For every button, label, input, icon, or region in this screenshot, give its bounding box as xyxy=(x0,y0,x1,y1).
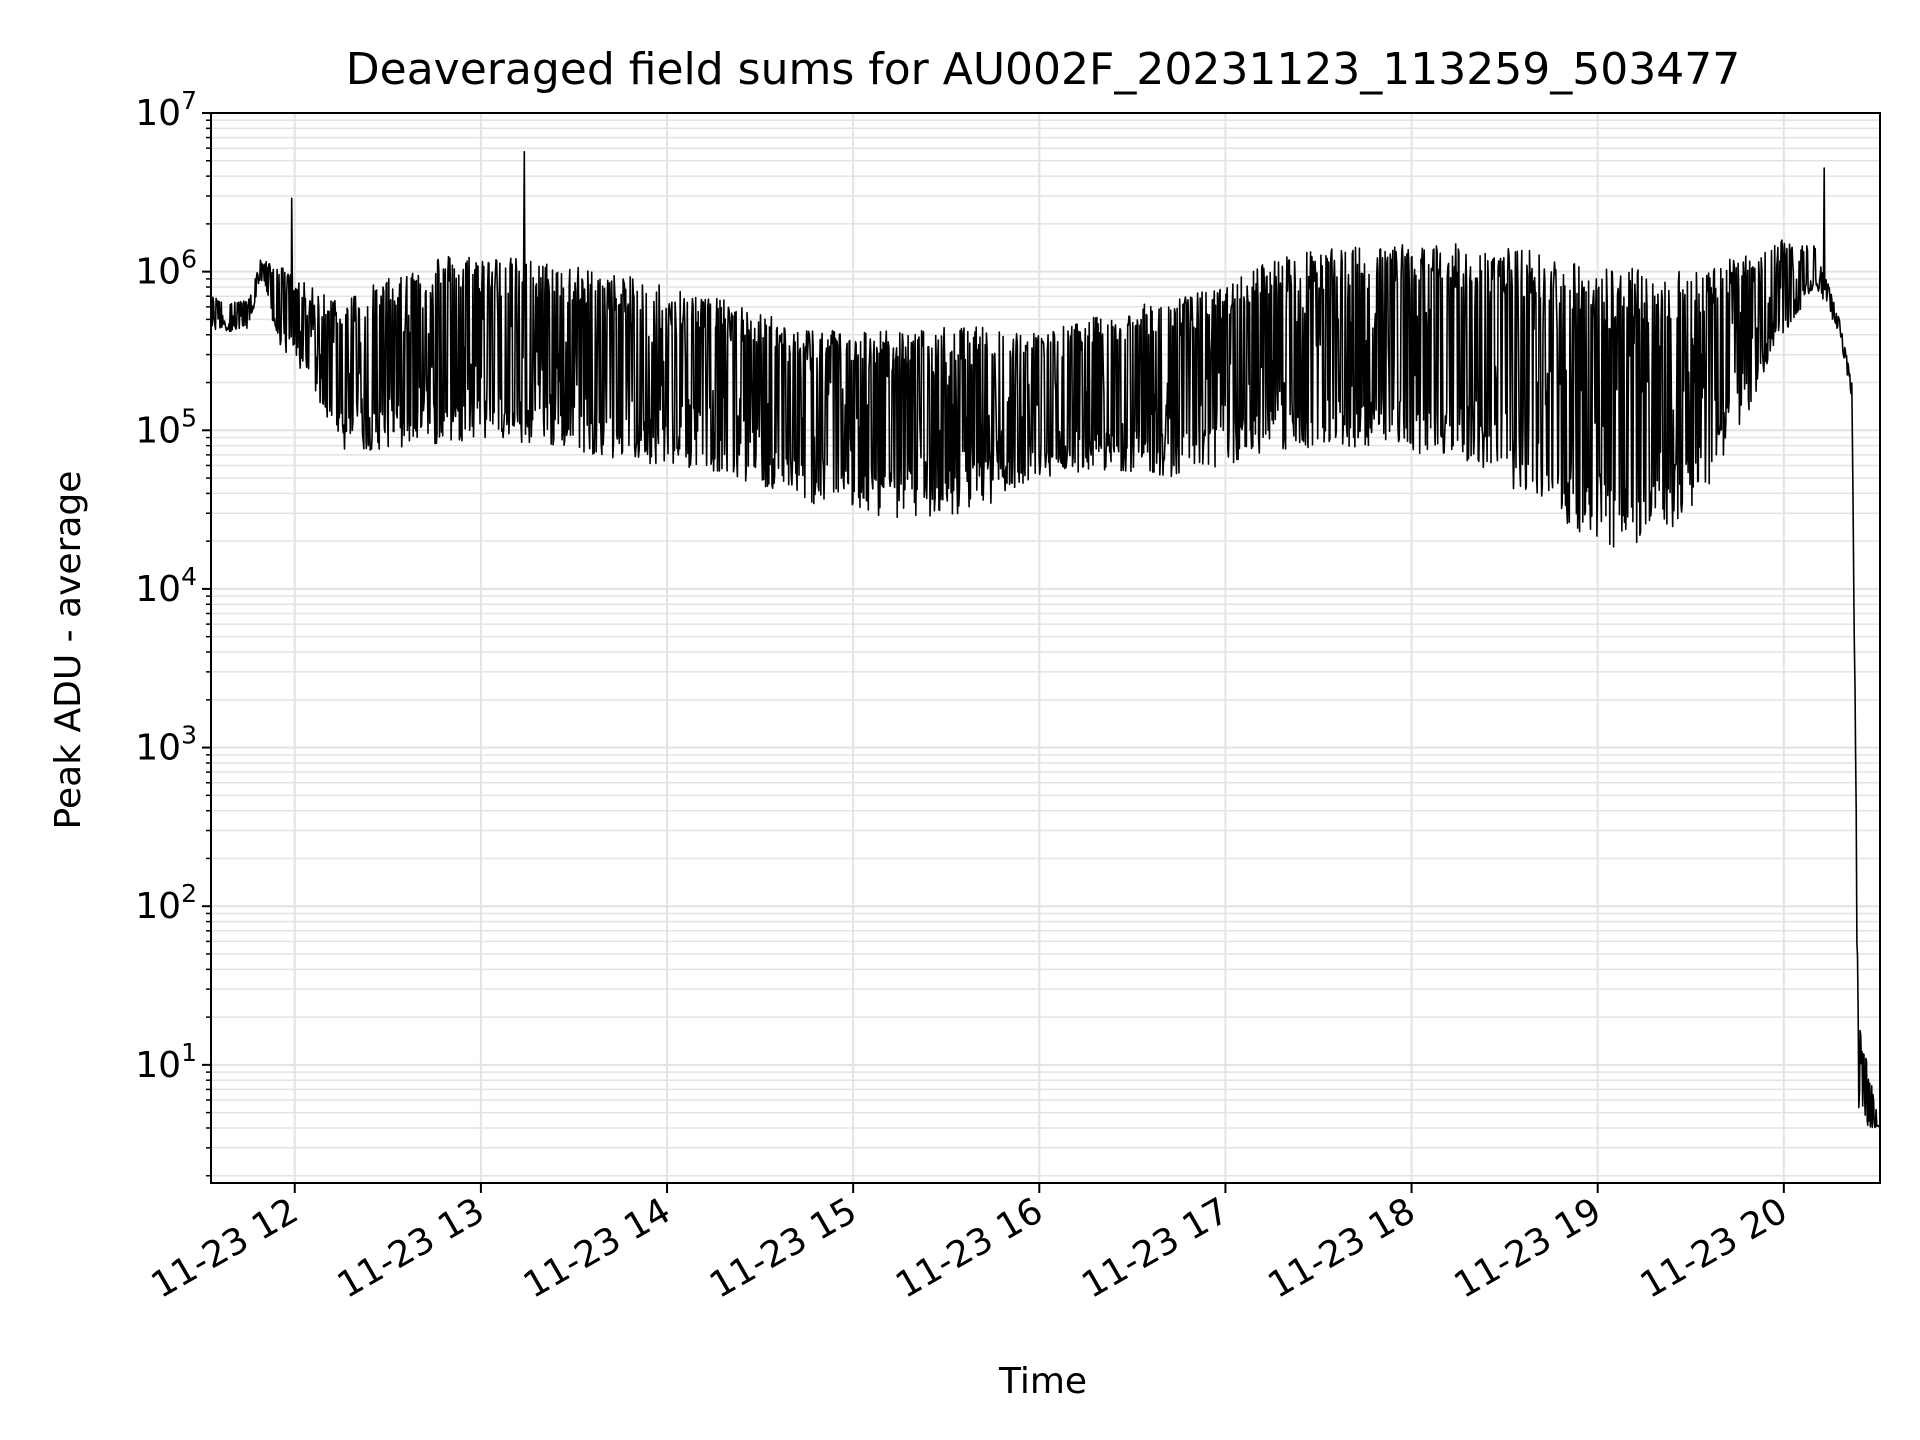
grid xyxy=(211,112,1880,1183)
y-axis-label: Peak ADU - average xyxy=(48,471,89,830)
y-tick-base: 10 xyxy=(135,410,181,451)
x-axis-label: Time xyxy=(998,1361,1087,1402)
chart-title: Deaveraged field sums for AU002F_2023112… xyxy=(346,44,1740,95)
y-tick-base: 10 xyxy=(135,728,181,769)
y-tick-exponent: 5 xyxy=(181,403,197,432)
y-tick-exponent: 1 xyxy=(181,1038,197,1067)
axes-frame xyxy=(210,112,1881,1184)
y-tick-label: 107 xyxy=(135,86,197,134)
y-tick-base: 10 xyxy=(135,886,181,927)
y-tick-exponent: 2 xyxy=(181,879,197,908)
y-tick-base: 10 xyxy=(135,569,181,610)
y-tick-exponent: 4 xyxy=(181,562,197,591)
y-tick-label: 106 xyxy=(135,245,197,293)
y-tick-exponent: 7 xyxy=(181,86,197,115)
y-tick-label: 102 xyxy=(135,879,197,927)
y-tick-label: 104 xyxy=(135,562,197,610)
y-tick-base: 10 xyxy=(135,1045,181,1086)
y-tick-exponent: 3 xyxy=(181,721,197,750)
y-tick-label: 105 xyxy=(135,403,197,451)
y-tick-base: 10 xyxy=(135,93,181,134)
y-tick-exponent: 6 xyxy=(181,245,197,274)
data-series xyxy=(210,150,1881,1129)
series-line xyxy=(210,150,1881,1129)
y-tick-label: 103 xyxy=(135,721,197,769)
y-tick-base: 10 xyxy=(135,252,181,293)
y-tick-label: 101 xyxy=(135,1038,197,1086)
